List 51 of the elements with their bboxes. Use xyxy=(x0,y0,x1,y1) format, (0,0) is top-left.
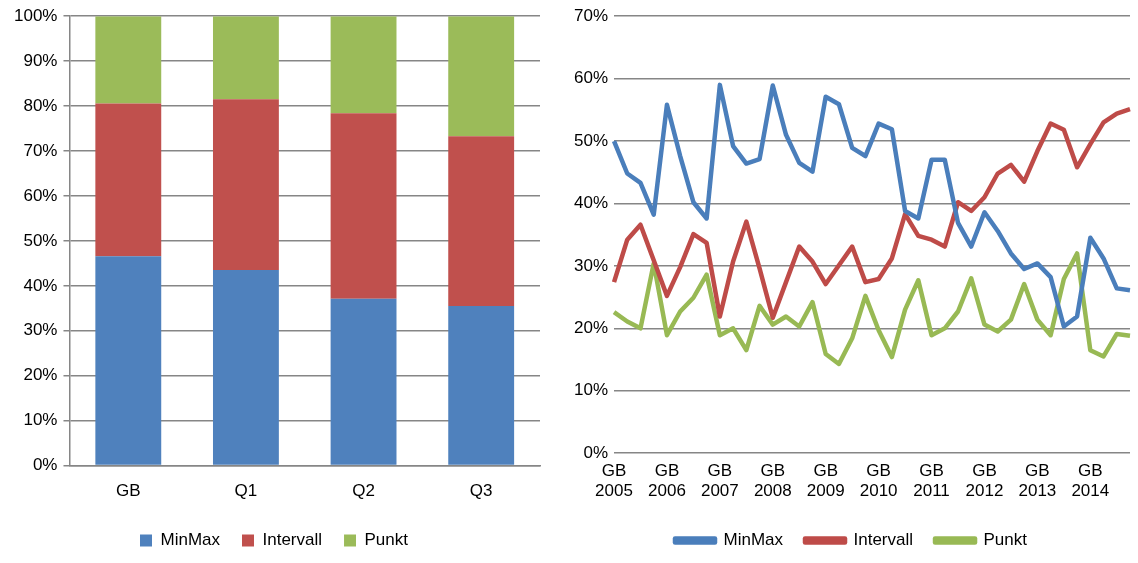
bar xyxy=(212,270,279,465)
x-tick-label: Q1 xyxy=(234,481,258,501)
x-tick-label: GB 2007 xyxy=(700,461,739,501)
bar xyxy=(330,16,397,114)
y-tick-label: 0% xyxy=(32,455,58,475)
bar xyxy=(448,16,515,137)
x-tick-label: GB 2006 xyxy=(648,461,686,501)
y-tick-label: 20% xyxy=(23,365,58,385)
x-tick-label: GB 2010 xyxy=(859,461,898,501)
x-tick-label: Q2 xyxy=(352,481,375,501)
x-tick-label: GB 2011 xyxy=(913,461,950,501)
y-tick-label: 40% xyxy=(573,193,609,213)
bar xyxy=(212,16,279,100)
y-tick-label: 60% xyxy=(573,68,609,88)
x-tick-label: GB 2013 xyxy=(1018,461,1057,501)
x-tick-label: Q3 xyxy=(469,481,493,501)
legend-label: Punkt xyxy=(364,530,409,550)
y-tick-label: 10% xyxy=(23,410,58,430)
x-tick-label: GB 2012 xyxy=(965,461,1004,501)
bar xyxy=(448,136,515,307)
y-tick-label: 80% xyxy=(23,95,58,115)
bar xyxy=(95,16,162,104)
bar xyxy=(95,256,162,465)
legend-label: Intervall xyxy=(262,530,323,550)
x-tick-label: GB 2005 xyxy=(595,461,633,501)
y-tick-label: 0% xyxy=(583,442,609,462)
y-tick-label: 90% xyxy=(23,50,58,70)
x-tick-label: GB xyxy=(116,481,141,501)
legend-label: Intervall xyxy=(853,530,914,550)
bar xyxy=(330,113,397,299)
y-tick-label: 20% xyxy=(573,318,609,338)
y-tick-label: 10% xyxy=(573,380,609,400)
x-tick-label: GB 2008 xyxy=(753,461,792,501)
y-tick-label: 30% xyxy=(23,320,58,340)
y-tick-label: 70% xyxy=(573,5,609,25)
legend-label: Punkt xyxy=(983,530,1028,550)
bar xyxy=(448,306,515,465)
x-tick-label: GB 2014 xyxy=(1071,461,1110,501)
legend-label: MinMax xyxy=(160,530,221,550)
bar xyxy=(95,103,162,257)
y-tick-label: 70% xyxy=(23,140,58,160)
bar xyxy=(330,298,397,465)
y-tick-label: 50% xyxy=(573,130,609,150)
legend-label: MinMax xyxy=(723,530,784,550)
y-tick-label: 50% xyxy=(23,230,58,250)
x-tick-label: GB 2009 xyxy=(806,461,845,501)
y-tick-label: 60% xyxy=(23,185,58,205)
y-tick-label: 100% xyxy=(14,5,58,25)
bar xyxy=(212,99,279,271)
y-tick-label: 40% xyxy=(23,275,58,295)
y-tick-label: 30% xyxy=(573,255,609,275)
